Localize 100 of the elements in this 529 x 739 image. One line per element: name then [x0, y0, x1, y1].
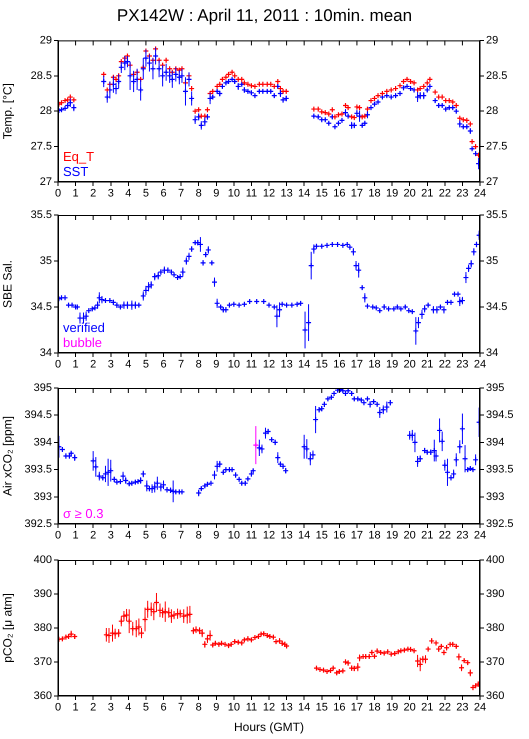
x-tick-label: 11	[246, 188, 258, 200]
x-tick-label: 3	[108, 358, 114, 371]
x-tick-label: 20	[404, 702, 416, 714]
x-tick-label: 21	[421, 530, 434, 542]
x-tick-label: 6	[160, 530, 167, 542]
x-tick-label: 8	[196, 530, 202, 542]
x-tick-label: 7	[178, 358, 184, 371]
x-tick-label: 3	[108, 530, 114, 542]
x-tick-label: 10	[228, 530, 240, 542]
x-tick-label: 1	[72, 530, 79, 542]
x-tick-label: 23	[456, 530, 469, 542]
x-tick-label: 6	[160, 702, 167, 714]
y-tick-label: 380	[34, 622, 52, 634]
x-tick-label: 10	[228, 188, 240, 200]
x-tick-label: 17	[350, 702, 364, 714]
x-tick-label: 1	[72, 188, 79, 200]
x-tick-label: 18	[368, 530, 381, 542]
y2-tick-label: 27.5	[486, 140, 508, 153]
x-tick-label: 11	[246, 358, 258, 371]
x-tick-label: 19	[386, 702, 398, 714]
x-tick-label: 24	[474, 530, 486, 542]
text: SST	[63, 164, 88, 179]
x-tick-label: 2	[90, 188, 96, 200]
x-tick-label: 6	[160, 188, 167, 200]
x-tick-label: 20	[404, 530, 416, 542]
x-tick-label: 9	[213, 358, 220, 371]
y-tick-label: 28	[40, 105, 52, 118]
x-tick-label: 17	[350, 358, 364, 371]
x-tick-label: 12	[262, 530, 276, 542]
y-tick-label: 28.5	[30, 70, 52, 82]
x-tick-label: 14	[298, 530, 310, 542]
x-tick-label: 0	[54, 530, 62, 542]
y2-tick-label: 360	[486, 690, 504, 702]
x-tick-label: 0	[54, 188, 62, 200]
y2-tick-label: 35.5	[486, 209, 508, 222]
y-tick-label: 27.5	[30, 140, 52, 153]
x-tick-label: 16	[333, 530, 346, 542]
y-axis-title: Temp. [°C]	[0, 83, 15, 140]
y-tick-label: 35	[40, 255, 52, 268]
y2-tick-label: 400	[486, 554, 504, 566]
x-tick-label: 17	[350, 188, 364, 200]
x-tick-label: 22	[438, 358, 451, 371]
y-tick-label: 400	[34, 554, 52, 566]
series-label: verified	[63, 320, 105, 335]
x-tick-label: 0	[54, 702, 62, 714]
y2-tick-label: 27	[486, 176, 498, 188]
y-tick-label: 35.5	[30, 209, 52, 222]
x-tick-label: 7	[178, 188, 184, 200]
x-tick-label: 5	[142, 188, 149, 200]
y2-tick-label: 28	[486, 105, 498, 118]
y-tick-label: 394.5	[24, 409, 52, 422]
y2-tick-label: 370	[486, 656, 504, 668]
x-tick-label: 8	[196, 358, 202, 371]
x-tick-label: 13	[280, 188, 293, 200]
x-tick-label: 20	[404, 358, 416, 371]
x-tick-label: 11	[246, 702, 258, 714]
x-tick-label: 4	[125, 188, 132, 200]
x-tick-label: 22	[438, 702, 451, 714]
x-tick-label: 15	[316, 530, 328, 542]
y2-tick-label: 35	[486, 255, 498, 268]
y2-tick-label: 390	[486, 588, 504, 600]
x-tick-label: 20	[404, 188, 416, 200]
x-tick-label: 9	[213, 530, 220, 542]
x-axis-title: Hours (GMT)	[234, 720, 304, 734]
x-tick-label: 22	[438, 188, 451, 200]
y-tick-label: 27	[40, 176, 52, 188]
x-tick-label: 19	[386, 530, 398, 542]
x-tick-label: 13	[280, 358, 293, 371]
text: σ ≥ 0.3	[63, 506, 104, 521]
x-tick-label: 7	[178, 530, 184, 542]
x-tick-label: 23	[456, 702, 469, 714]
x-tick-label: 5	[142, 702, 149, 714]
x-tick-label: 2	[90, 530, 96, 542]
x-tick-label: 11	[246, 530, 258, 542]
x-tick-label: 2	[90, 702, 96, 714]
x-tick-label: 7	[178, 702, 184, 714]
y2-tick-label: 28.5	[486, 70, 508, 82]
y-tick-label: 392.5	[24, 518, 52, 530]
x-tick-label: 15	[316, 702, 328, 714]
x-tick-label: 14	[298, 188, 310, 200]
x-tick-label: 10	[228, 358, 240, 371]
x-tick-label: 12	[262, 702, 276, 714]
x-tick-label: 21	[421, 188, 434, 200]
y2-tick-label: 34.5	[486, 301, 508, 314]
x-tick-label: 9	[213, 702, 220, 714]
y2-tick-label: 395	[486, 382, 504, 394]
x-tick-label: 16	[333, 702, 346, 714]
x-tick-label: 8	[196, 188, 202, 200]
x-tick-label: 22	[438, 530, 451, 542]
x-tick-label: 24	[474, 188, 486, 200]
y-tick-label: 34.5	[30, 301, 52, 314]
y2-tick-label: 394.5	[486, 409, 514, 422]
x-tick-label: 10	[228, 702, 240, 714]
x-tick-label: 4	[125, 358, 132, 371]
x-tick-label: 9	[213, 188, 220, 200]
x-tick-label: 24	[474, 358, 486, 371]
y-tick-label: 34	[40, 347, 52, 360]
y2-tick-label: 392.5	[486, 518, 514, 530]
y2-tick-label: 393.5	[486, 464, 514, 476]
y2-tick-label: 34	[486, 347, 498, 360]
